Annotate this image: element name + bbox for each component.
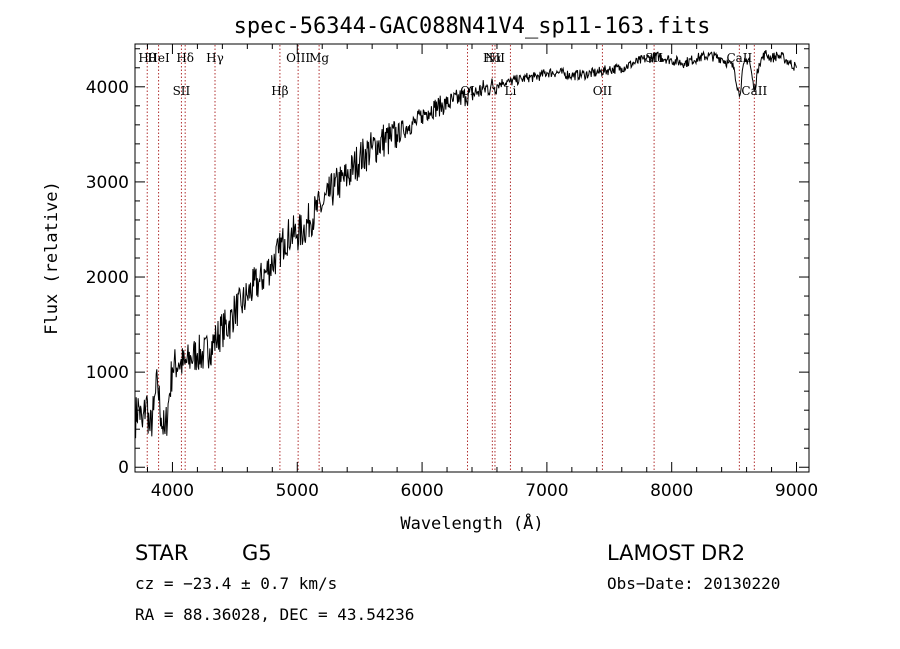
line-label: Hα xyxy=(483,51,502,65)
x-tick-label: 7000 xyxy=(525,481,568,501)
line-label: Hδ xyxy=(176,51,194,65)
y-tick-label: 0 xyxy=(118,458,129,478)
flux-line xyxy=(134,50,797,439)
survey-name: LAMOST DR2 xyxy=(607,541,745,565)
line-label: NII xyxy=(485,51,505,65)
observation-date: Obs−Date: 20130220 xyxy=(607,574,780,593)
line-label: OII xyxy=(593,84,613,98)
line-label: SII xyxy=(173,84,191,98)
flux-series xyxy=(134,50,797,439)
line-label: Li xyxy=(505,84,517,98)
line-label: OIII xyxy=(286,51,310,65)
y-axis-label: Flux (relative) xyxy=(42,181,62,335)
chart-title: spec-56344-GAC088N41V4_sp11-163.fits xyxy=(234,14,711,39)
line-label: Hγ xyxy=(206,51,224,65)
x-tick-label: 9000 xyxy=(775,481,818,501)
line-label: Mg xyxy=(309,51,329,65)
object-subclass: G5 xyxy=(242,541,272,565)
y-tick-label: 4000 xyxy=(86,78,129,98)
x-axis-ticks: 4000 5000 6000 7000 8000 9000 xyxy=(146,44,818,501)
y-axis-ticks: 0 1000 2000 3000 4000 xyxy=(86,48,809,478)
x-tick-label: 8000 xyxy=(650,481,693,501)
y-tick-label: 2000 xyxy=(86,268,129,288)
x-axis-label: Wavelength (Å) xyxy=(400,512,543,534)
redshift-cz: cz = −23.4 ± 0.7 km/s xyxy=(135,574,337,593)
coordinates-ra-dec: RA = 88.36028, DEC = 43.54236 xyxy=(135,605,414,624)
object-class: STAR xyxy=(135,541,188,565)
line-label: Hβ xyxy=(271,84,288,98)
x-tick-label: 6000 xyxy=(400,481,443,501)
y-tick-label: 1000 xyxy=(86,363,129,383)
plot-frame xyxy=(134,43,810,473)
line-label: Hθ xyxy=(138,51,156,65)
y-tick-label: 3000 xyxy=(86,173,129,193)
x-tick-label: 5000 xyxy=(276,481,319,501)
line-label: HeI xyxy=(147,51,170,65)
x-tick-label: 4000 xyxy=(151,481,194,501)
